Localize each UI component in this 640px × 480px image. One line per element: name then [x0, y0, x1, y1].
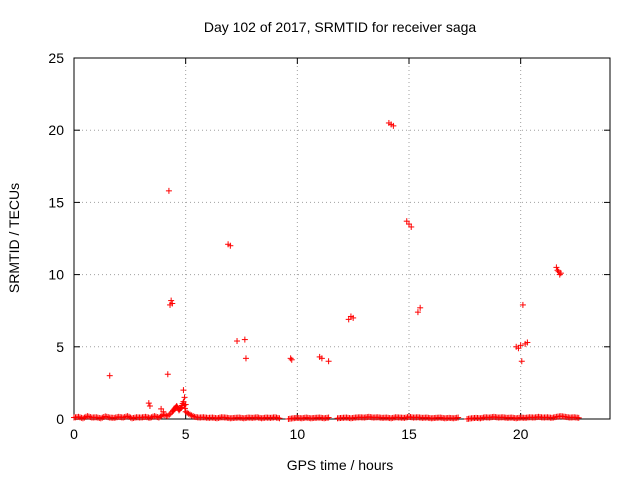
data-point — [556, 271, 563, 278]
y-tick-label: 20 — [48, 122, 64, 138]
y-axis-label: SRMTID / TECUs — [6, 183, 22, 293]
data-point — [519, 301, 526, 308]
data-point — [325, 414, 332, 421]
data-point — [287, 355, 294, 362]
data-point — [517, 342, 524, 349]
data-point — [124, 413, 131, 420]
data-point — [325, 358, 332, 365]
data-point — [417, 304, 424, 311]
data-point — [350, 314, 357, 321]
y-tick-label: 5 — [56, 339, 64, 355]
data-point — [575, 414, 582, 421]
data-point — [168, 297, 175, 304]
data-point — [455, 414, 462, 421]
data-point — [126, 413, 133, 420]
x-axis-label: GPS time / hours — [287, 457, 394, 473]
data-point — [79, 415, 86, 422]
data-point — [288, 356, 295, 363]
x-tick-label: 20 — [513, 426, 529, 442]
chart-title: Day 102 of 2017, SRMTID for receiver sag… — [204, 19, 477, 35]
data-point — [173, 403, 180, 410]
x-tick-label: 10 — [290, 426, 306, 442]
y-tick-label: 0 — [56, 411, 64, 427]
mark-layer — [71, 119, 582, 422]
data-point — [187, 411, 194, 418]
data-point — [554, 267, 561, 274]
data-point — [81, 414, 88, 421]
data-point — [145, 400, 152, 407]
data-point — [146, 403, 153, 410]
data-point — [408, 223, 415, 230]
data-point — [169, 300, 176, 307]
data-point — [241, 336, 248, 343]
data-point — [164, 371, 171, 378]
data-point — [524, 339, 531, 346]
data-point — [227, 242, 234, 249]
data-point — [390, 122, 397, 129]
data-point — [242, 355, 249, 362]
data-point — [180, 387, 187, 394]
data-point — [553, 264, 560, 271]
grid-layer — [74, 58, 610, 419]
data-point — [146, 414, 153, 421]
data-point — [166, 411, 173, 418]
data-point — [234, 338, 241, 345]
data-point — [557, 270, 564, 277]
y-tick-label: 25 — [48, 50, 64, 66]
plot-frame — [73, 57, 611, 420]
tick-layer: 0 5 10 15 20 0 5 10 15 20 25 — [48, 50, 610, 442]
data-point — [165, 187, 172, 194]
data-point — [276, 415, 283, 422]
data-point — [414, 309, 421, 316]
data-point — [148, 414, 155, 421]
data-point — [181, 394, 188, 401]
data-point — [181, 405, 188, 412]
data-point — [188, 412, 195, 419]
data-point — [97, 415, 104, 422]
y-tick-label: 15 — [48, 194, 64, 210]
x-tick-label: 0 — [70, 426, 78, 442]
data-point — [318, 355, 325, 362]
data-point — [164, 413, 171, 420]
x-tick-label: 5 — [182, 426, 190, 442]
data-point — [518, 358, 525, 365]
y-tick-label: 10 — [48, 267, 64, 283]
data-point — [106, 372, 113, 379]
data-point — [99, 414, 106, 421]
data-point — [190, 413, 197, 420]
data-point — [160, 408, 167, 415]
data-point — [182, 401, 189, 408]
x-tick-label: 15 — [401, 426, 417, 442]
